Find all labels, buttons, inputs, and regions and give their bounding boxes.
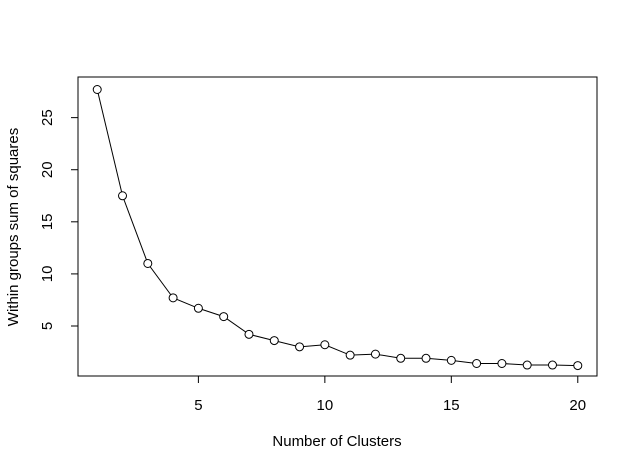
point — [193, 303, 203, 313]
y-tick-label: 15 — [39, 213, 56, 230]
point — [269, 336, 279, 346]
point — [547, 360, 557, 370]
y-tick-label: 20 — [39, 161, 56, 178]
plot-frame — [77, 76, 598, 377]
point — [497, 358, 507, 368]
point — [168, 293, 178, 303]
x-tick-label: 10 — [317, 397, 334, 414]
x-tick-label: 15 — [443, 397, 460, 414]
point — [573, 361, 583, 371]
point — [244, 329, 254, 339]
point — [295, 342, 305, 352]
point — [345, 350, 355, 360]
x-axis-label: Number of Clusters — [272, 433, 401, 450]
point — [320, 340, 330, 350]
x-tick-label: 20 — [569, 397, 586, 414]
point — [143, 258, 153, 268]
point — [472, 358, 482, 368]
point — [522, 360, 532, 370]
y-tick-label: 25 — [39, 109, 56, 126]
point — [370, 349, 380, 359]
point — [421, 353, 431, 363]
point — [219, 312, 229, 322]
y-tick-label: 10 — [39, 266, 56, 283]
series-line — [96, 89, 578, 367]
point — [396, 353, 406, 363]
point — [118, 191, 128, 201]
x-tick-label: 5 — [194, 397, 202, 414]
y-tick-label: 5 — [39, 322, 56, 330]
point — [446, 355, 456, 365]
y-axis-label: Within groups sum of squares — [5, 128, 22, 326]
point — [92, 85, 102, 95]
